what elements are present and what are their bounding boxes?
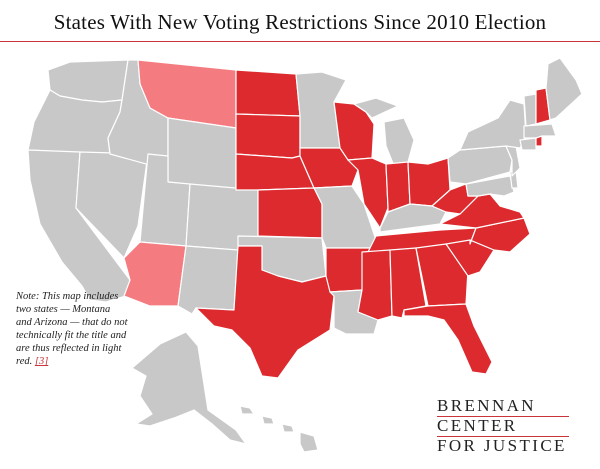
state-TX [195, 245, 335, 379]
state-AZ [123, 241, 187, 307]
state-SC [445, 239, 495, 277]
logo-rule-bottom [437, 436, 569, 437]
state-HI [239, 405, 319, 453]
title-divider [0, 41, 600, 42]
state-IN [385, 161, 411, 213]
state-ND [235, 69, 301, 117]
state-WY [167, 117, 237, 191]
state-MS [357, 249, 393, 321]
state-NY [459, 99, 527, 151]
brennan-center-logo: BRENNAN CENTER FOR JUSTICE [437, 396, 583, 456]
map-title: States With New Voting Restrictions Sinc… [53, 10, 547, 34]
state-IL [347, 157, 389, 229]
state-NM [177, 245, 239, 315]
state-FL [403, 303, 493, 375]
map-note-text: Note: This map includes two states — Mon… [16, 291, 128, 367]
state-GA [415, 243, 469, 307]
state-CT [519, 137, 537, 151]
state-MA [523, 123, 557, 139]
state-KS [257, 187, 323, 239]
state-VT [523, 93, 537, 127]
state-AK [131, 331, 247, 445]
logo-line-center: CENTER [437, 416, 518, 435]
state-SD [235, 113, 301, 159]
logo-line-brennan: BRENNAN [437, 396, 536, 415]
map-note: Note: This map includes two states — Mon… [16, 290, 128, 368]
state-ME [545, 57, 583, 121]
logo-line-for-justice: FOR JUSTICE [437, 436, 567, 455]
footnote-link[interactable]: [3] [34, 356, 49, 367]
logo-rule-top [437, 416, 569, 417]
